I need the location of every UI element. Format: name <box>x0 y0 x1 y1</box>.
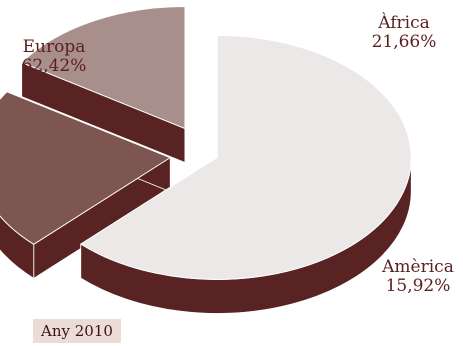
label-africa-value: 21,66% <box>371 32 437 52</box>
slice-àfrica <box>0 91 172 245</box>
year-badge: Any 2010 <box>33 319 121 343</box>
label-america-name: Amèrica <box>382 257 454 277</box>
label-africa-name: Àfrica <box>378 13 430 33</box>
label-africa: Àfrica 21,66% <box>356 14 452 52</box>
slice-europa <box>79 34 412 280</box>
slice-amèrica <box>20 6 186 130</box>
label-europa-name: Europa <box>22 37 86 57</box>
label-europa-value: 62,42% <box>21 56 87 76</box>
label-america: Amèrica 15,92% <box>370 258 463 296</box>
label-america-value: 15,92% <box>385 276 451 296</box>
label-europa: Europa 62,42% <box>6 38 102 76</box>
